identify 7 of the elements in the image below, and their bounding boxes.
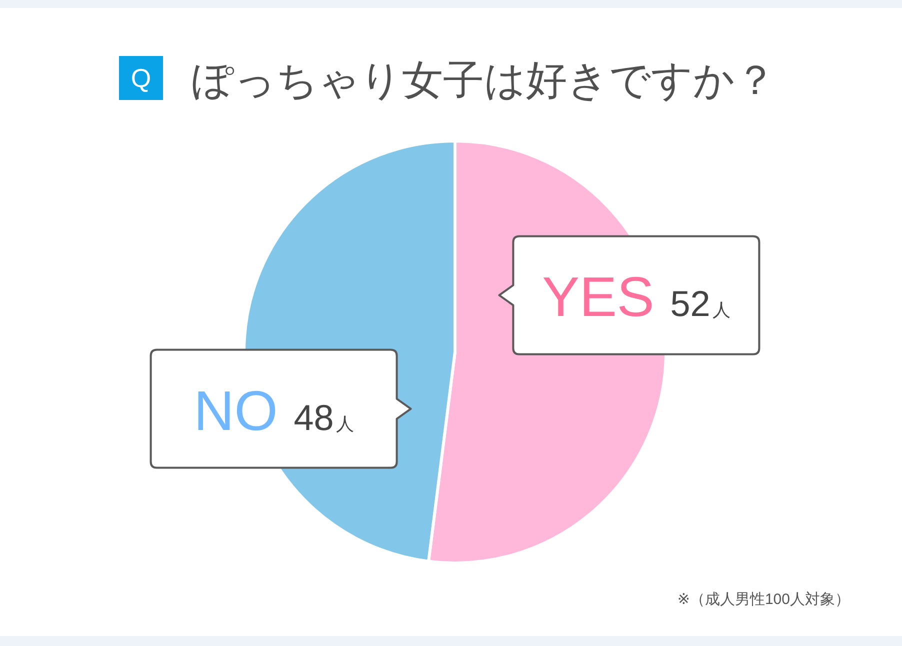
annotation: ※（成人男性100人対象） (677, 591, 850, 608)
category-label: NO (194, 378, 278, 442)
title-badge-text: Q (130, 63, 152, 93)
value-label: 52人 (670, 283, 730, 324)
title: ぽっちゃり女子は好きですか？ (192, 57, 776, 103)
category-label: YES (542, 265, 654, 328)
value-label: 48人 (294, 396, 354, 438)
